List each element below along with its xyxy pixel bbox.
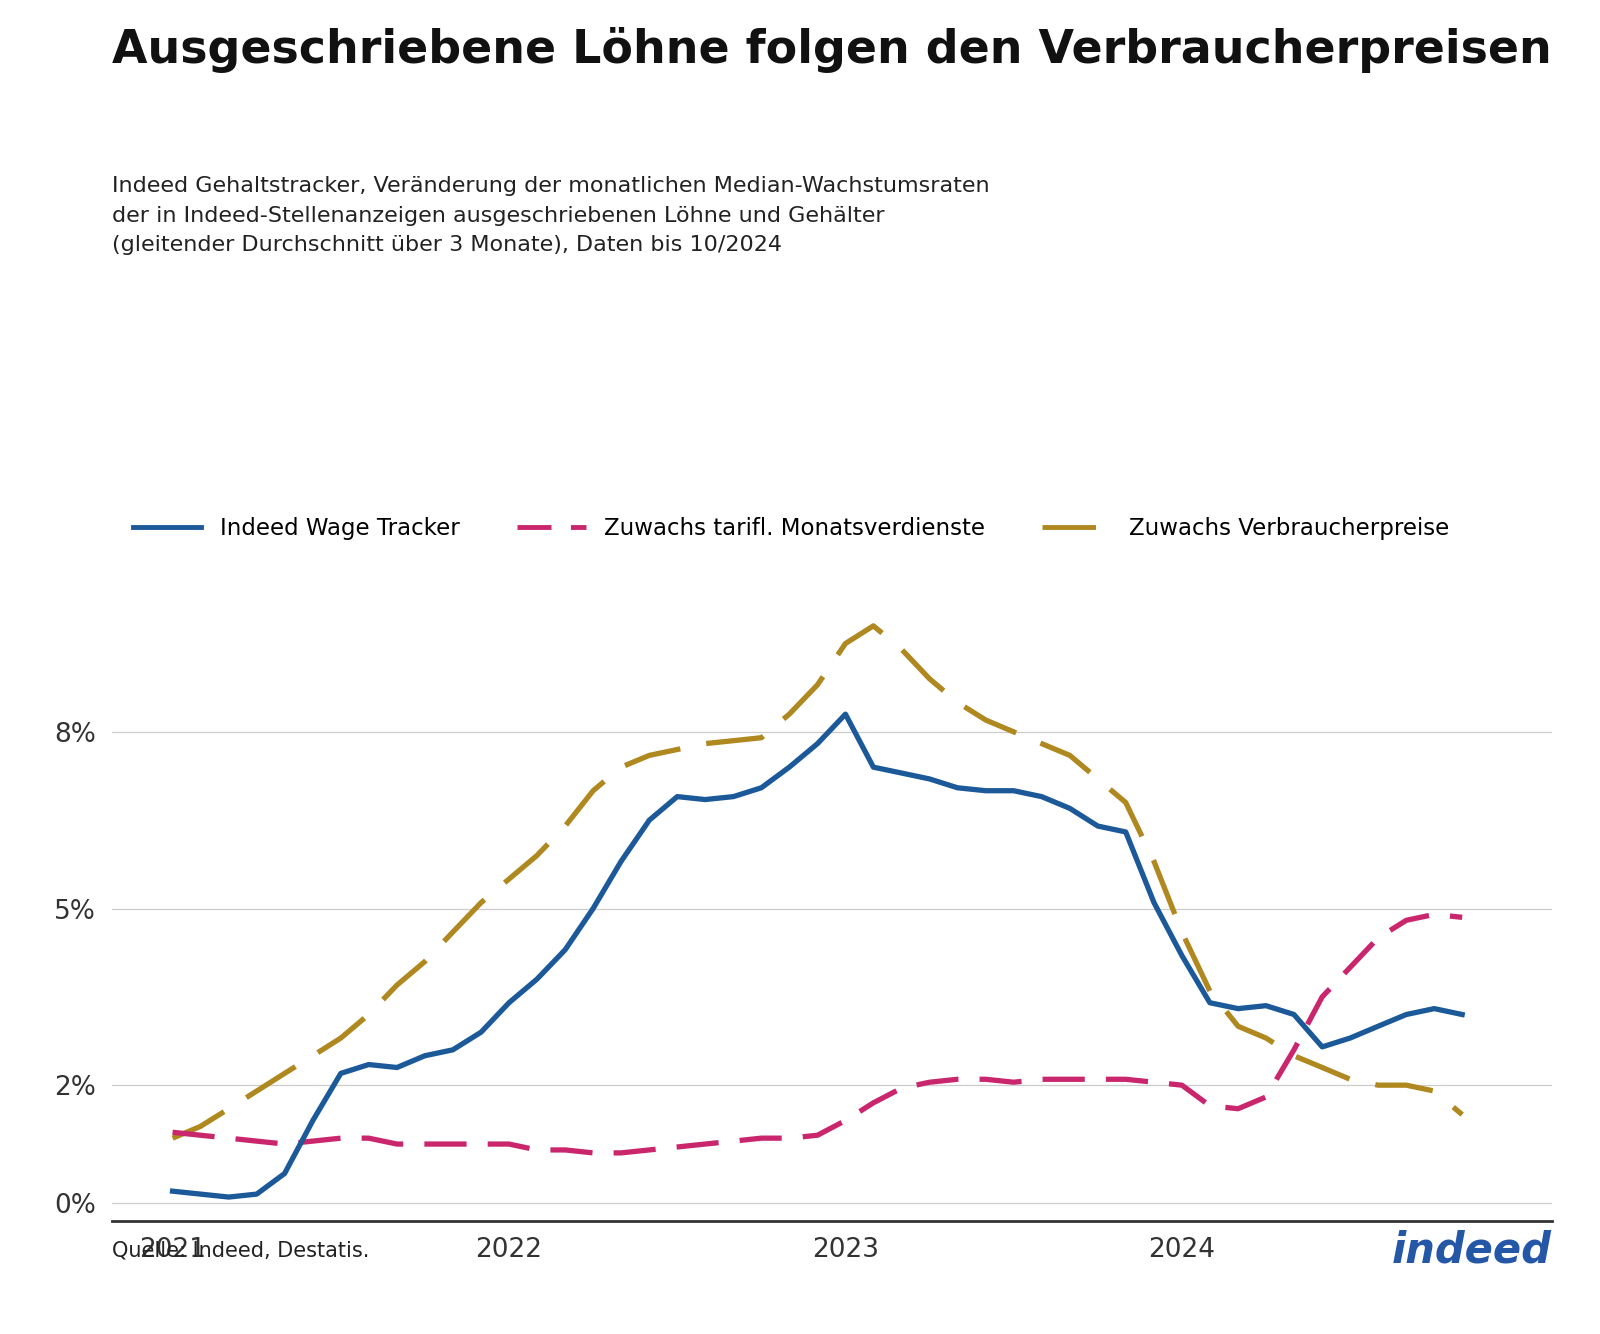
Text: Berechnung der jährlichen Wachstumsraten auf Basis der entsprechenden Indizes.: Berechnung der jährlichen Wachstumsraten…	[32, 1303, 778, 1322]
Text: Quelle: Indeed, Destatis.: Quelle: Indeed, Destatis.	[112, 1241, 370, 1261]
Legend: Indeed Wage Tracker, Zuwachs tarifl. Monatsverdienste, Zuwachs Verbraucherpreise: Indeed Wage Tracker, Zuwachs tarifl. Mon…	[123, 507, 1459, 548]
Text: Indeed Gehaltstracker, Veränderung der monatlichen Median-Wachstumsraten
der in : Indeed Gehaltstracker, Veränderung der m…	[112, 176, 990, 255]
Text: Ausgeschriebene Löhne folgen den Verbraucherpreisen: Ausgeschriebene Löhne folgen den Verbrau…	[112, 27, 1552, 72]
Text: indeed: indeed	[1392, 1230, 1552, 1271]
